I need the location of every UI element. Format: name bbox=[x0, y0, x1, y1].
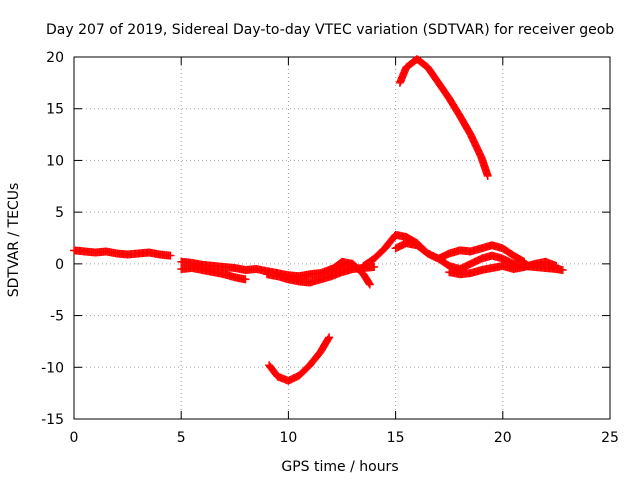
x-tick-label: 25 bbox=[601, 430, 619, 446]
axis-ticks: 0 5 10 15 20 25 -15 -10 -5 0 5 10 15 20 bbox=[41, 50, 619, 446]
y-tick-label: 20 bbox=[46, 50, 64, 66]
y-tick-label: 15 bbox=[46, 102, 64, 118]
y-tick-label: -15 bbox=[41, 412, 64, 428]
x-axis-title: GPS time / hours bbox=[281, 459, 398, 475]
data-point-marker bbox=[324, 334, 333, 343]
series-arc-10 bbox=[265, 333, 334, 385]
y-tick-label: 5 bbox=[55, 205, 64, 221]
series-arc-7 bbox=[391, 239, 529, 266]
series-arc-5 bbox=[327, 257, 374, 289]
y-axis-title: SDTVAR / TECUs bbox=[6, 183, 22, 298]
data-point-marker bbox=[483, 171, 492, 180]
plot-area-frame bbox=[73, 56, 611, 420]
series-arc-8 bbox=[445, 257, 561, 279]
x-tick-label: 10 bbox=[279, 430, 297, 446]
y-tick-label: -10 bbox=[41, 360, 64, 376]
data-series bbox=[70, 55, 567, 385]
data-point-marker bbox=[370, 262, 379, 271]
x-tick-label: 0 bbox=[70, 430, 79, 446]
grid-lines bbox=[74, 57, 610, 419]
data-point-marker bbox=[365, 280, 374, 289]
chart-title: Day 207 of 2019, Sidereal Day-to-day VTE… bbox=[46, 22, 614, 38]
series-arc-3 bbox=[177, 263, 250, 284]
data-point-marker bbox=[365, 279, 374, 288]
x-tick-label: 5 bbox=[177, 430, 186, 446]
y-tick-label: 10 bbox=[46, 153, 64, 169]
y-tick-label: -5 bbox=[50, 309, 64, 325]
series-arc-1 bbox=[70, 246, 175, 260]
x-tick-label: 15 bbox=[387, 430, 405, 446]
data-point-marker bbox=[558, 266, 567, 275]
data-point-marker bbox=[166, 251, 175, 260]
data-point-marker bbox=[241, 275, 250, 284]
x-tick-label: 20 bbox=[494, 430, 512, 446]
series-arc-4 bbox=[262, 262, 379, 287]
data-point-marker bbox=[325, 333, 334, 342]
y-tick-label: 0 bbox=[55, 257, 64, 273]
data-point-marker bbox=[552, 261, 561, 270]
series-arc-9 bbox=[395, 55, 492, 180]
